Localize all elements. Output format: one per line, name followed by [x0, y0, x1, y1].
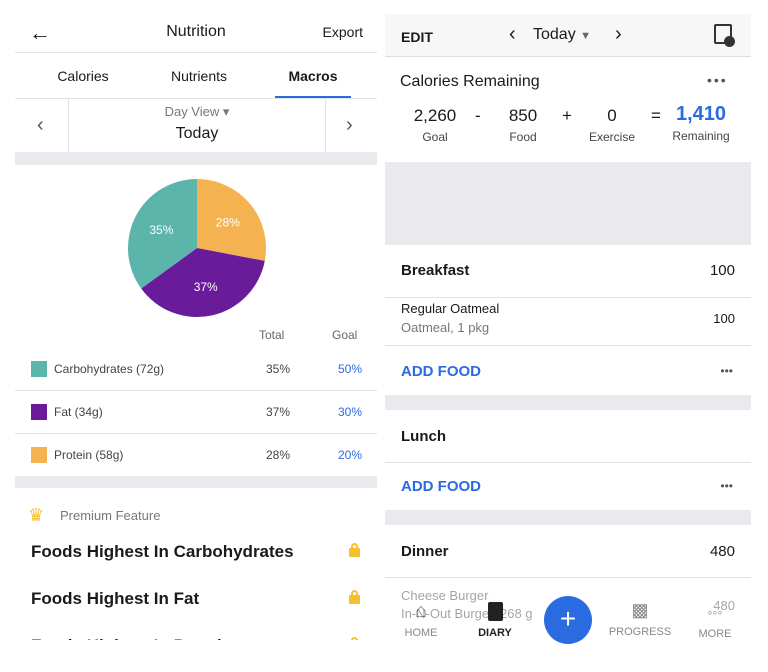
day-date: Today — [175, 125, 219, 142]
home-icon: ⌂ — [414, 600, 428, 622]
macro-total: 35% — [266, 362, 291, 376]
breakfast-title: Breakfast — [401, 262, 470, 279]
food-label: Food — [509, 130, 537, 144]
page-title: Nutrition — [166, 23, 226, 40]
macro-color-swatch — [31, 361, 47, 377]
date-select[interactable]: Today ▼ — [533, 26, 592, 43]
macro-pie-chart: 28% 37% 35% — [128, 179, 266, 317]
macro-total: 28% — [266, 448, 291, 462]
macro-goal: 20% — [338, 448, 363, 462]
premium-item-label: Foods Highest In Fat — [31, 589, 200, 608]
pie-label: 28% — [216, 216, 240, 230]
nav-progress[interactable]: ▩ PROGRESS — [603, 600, 677, 638]
macro-name: Protein (58g) — [54, 448, 124, 462]
lunch-more-icon[interactable]: ••• — [720, 479, 733, 493]
dinner-title: Dinner — [401, 543, 449, 560]
diary-icon — [487, 602, 503, 621]
next-date-button[interactable]: › — [615, 23, 622, 45]
macro-color-swatch — [31, 447, 47, 463]
crown-icon: ♛ — [28, 505, 45, 525]
food-entry-oatmeal[interactable]: Regular Oatmeal Oatmeal, 1 pkg 100 — [385, 298, 751, 345]
macro-goal: 50% — [338, 362, 363, 376]
edit-button[interactable]: EDIT — [401, 29, 433, 45]
premium-item-label: Foods Highest In Protein — [31, 636, 232, 640]
total-header: Total — [259, 328, 285, 342]
premium-item[interactable]: Foods Highest In Fat — [15, 587, 377, 617]
tab-nutrients[interactable]: Nutrients — [170, 68, 228, 84]
macro-row: Carbohydrates (72g) 35% 50% — [15, 348, 377, 391]
lunch-title: Lunch — [401, 428, 446, 445]
macro-name: Carbohydrates (72g) — [54, 362, 165, 376]
food-name: Cheese Burger — [401, 588, 489, 603]
food-detail: Oatmeal, 1 pkg — [401, 320, 490, 335]
pie-slice-carbohydrates — [128, 179, 197, 289]
plus-icon: + — [559, 603, 577, 634]
plus-sign: + — [562, 106, 572, 125]
export-button[interactable]: Export — [322, 24, 363, 40]
lunch-add-food-button[interactable]: ADD FOOD — [401, 478, 481, 495]
nav-more[interactable]: ◦◦◦ MORE — [687, 600, 743, 640]
nutrition-panel: ← Nutrition Export Calories Nutrients Ma… — [15, 14, 377, 640]
progress-icon: ▩ — [631, 600, 649, 620]
calories-title: Calories Remaining — [400, 73, 540, 90]
minus-sign: - — [475, 106, 481, 125]
nav-home[interactable]: ⌂ HOME — [393, 600, 449, 639]
macro-goal: 30% — [338, 405, 363, 419]
back-button[interactable]: ← — [29, 20, 51, 45]
remaining-label: Remaining — [672, 129, 730, 143]
add-button[interactable]: + — [544, 596, 592, 644]
tab-macros[interactable]: Macros — [288, 68, 338, 84]
day-view-select[interactable]: Day View ▾ — [164, 104, 230, 119]
more-icon: ◦◦◦ — [707, 604, 723, 620]
next-day-button[interactable]: › — [346, 114, 353, 136]
lock-icon — [349, 543, 360, 557]
breakfast-add-food-button[interactable]: ADD FOOD — [401, 363, 481, 380]
food-entry-burger[interactable]: Cheese Burger In-N-Out Burger, 268 g 480 — [385, 578, 751, 628]
pie-slice-fat — [141, 248, 265, 317]
premium-item[interactable]: Foods Highest In Protein — [15, 634, 377, 640]
dinner-calories: 480 — [709, 543, 735, 560]
premium-label: Premium Feature — [60, 508, 161, 523]
food-calories: 480 — [713, 598, 735, 613]
diary-panel: EDIT ‹ Today ▼ › Calories Remaining ••• … — [385, 14, 751, 660]
calories-more-icon[interactable]: ••• — [707, 72, 728, 88]
prev-date-button[interactable]: ‹ — [509, 23, 516, 45]
pie-label: 35% — [149, 223, 173, 237]
breakfast-more-icon[interactable]: ••• — [720, 364, 733, 378]
food-calories: 100 — [713, 311, 735, 326]
macro-color-swatch — [31, 404, 47, 420]
goal-header: Goal — [332, 328, 358, 342]
goal-label: Goal — [422, 130, 448, 144]
breakfast-calories: 100 — [709, 262, 735, 279]
premium-item-label: Foods Highest In Carbohydrates — [31, 542, 294, 561]
food-detail: In-N-Out Burger, 268 g — [401, 606, 533, 621]
diary-complete-icon[interactable] — [714, 24, 735, 47]
pie-label: 37% — [194, 280, 218, 294]
bottom-nav: ⌂ HOME DIARY + ▩ PROGRESS ◦◦◦ MORE — [385, 594, 751, 660]
macro-name: Fat (34g) — [54, 405, 103, 419]
remaining-value: 1,410 — [675, 103, 727, 125]
tab-calories[interactable]: Calories — [57, 68, 109, 84]
nav-diary[interactable]: DIARY — [465, 600, 525, 639]
macro-total: 37% — [266, 405, 291, 419]
goal-value: 2,260 — [413, 106, 457, 125]
macro-row: Protein (58g) 28% 20% — [15, 434, 377, 477]
prev-day-button[interactable]: ‹ — [37, 114, 44, 136]
food-value: 850 — [508, 106, 538, 125]
equals-sign: = — [651, 106, 661, 125]
exercise-label: Exercise — [588, 130, 635, 144]
macro-row: Fat (34g) 37% 30% — [15, 391, 377, 434]
food-name: Regular Oatmeal — [401, 301, 500, 316]
premium-item[interactable]: Foods Highest In Carbohydrates — [15, 540, 377, 570]
lock-icon — [349, 590, 360, 604]
exercise-value: 0 — [607, 106, 617, 125]
pie-slice-protein — [197, 179, 266, 261]
